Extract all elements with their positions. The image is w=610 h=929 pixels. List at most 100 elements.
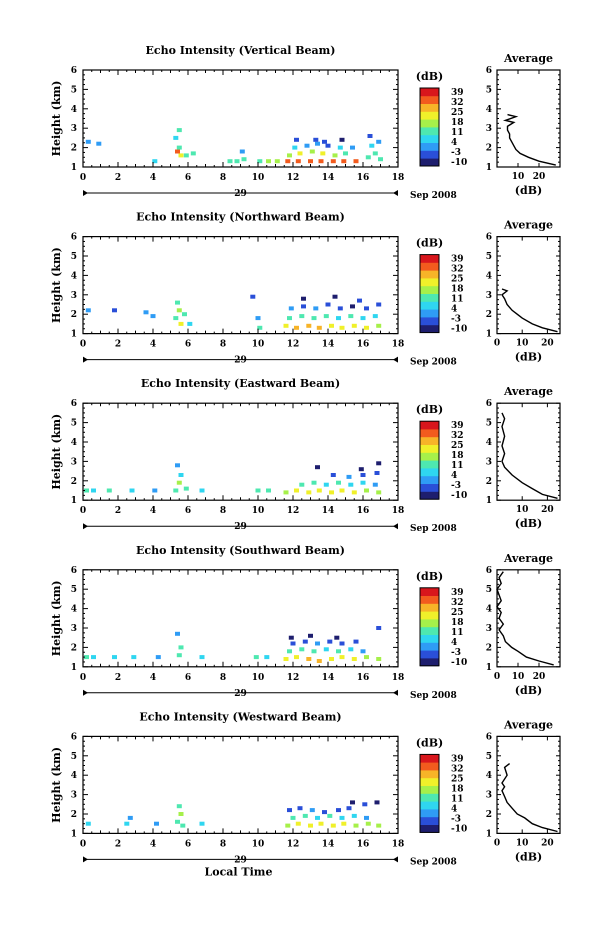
heatmap-cell — [176, 308, 182, 313]
x-tick-label: 18 — [392, 839, 405, 849]
y-tick-label: 4 — [71, 271, 77, 281]
heatmap-cell — [339, 655, 345, 660]
heatmap-cell — [316, 488, 322, 493]
x-tick-label: 4 — [150, 173, 156, 183]
heatmap-cell — [199, 655, 205, 660]
colorbar-segment — [420, 127, 439, 136]
heatmap-cell — [358, 467, 364, 472]
heatmap-cell — [318, 821, 324, 826]
x-tick-label: 4 — [150, 340, 156, 350]
average-profile-plot: Average 1 2 3 4 5 6 0 10 20 (dB) — [486, 718, 561, 863]
heatmap-cell — [283, 657, 289, 661]
x-tick-label: 4 — [150, 839, 156, 849]
heatmap-cell — [346, 474, 352, 479]
colorbar-segment — [420, 444, 439, 453]
colorbar-segment — [420, 262, 439, 271]
y-tick-label: 3 — [71, 791, 77, 801]
heatmap-cell — [322, 139, 327, 144]
heatmap-cell — [364, 306, 369, 311]
heatmap-cell — [346, 806, 352, 811]
average-y-tick-label: 6 — [486, 732, 492, 742]
heatmap-cell — [353, 823, 359, 828]
colorbar-tick-label: 25 — [451, 774, 464, 784]
y-tick-label: 6 — [71, 66, 77, 76]
heatmap-cell — [336, 808, 341, 813]
panel-title: Echo Intensity (Eastward Beam) — [141, 377, 340, 390]
colorbar-segment — [420, 595, 439, 604]
heatmap-cell — [152, 159, 158, 164]
colorbar-segment — [420, 452, 439, 461]
heatmap-cells — [84, 461, 382, 495]
heatmap-cell — [255, 488, 261, 493]
heatmap-cell — [360, 480, 366, 485]
average-y-tick-label: 2 — [486, 477, 492, 487]
x-tick-label: 12 — [287, 173, 300, 183]
heatmap-cell — [315, 815, 320, 820]
heatmap-cell — [332, 294, 338, 299]
x-tick-label: 2 — [115, 839, 121, 849]
heatmap-cell — [175, 300, 180, 305]
heatmap-cell — [334, 635, 340, 640]
heatmap-cell — [294, 655, 299, 660]
average-y-tick-label: 2 — [486, 643, 492, 653]
heatmap-cell — [176, 653, 182, 658]
heatmap-cell — [183, 486, 189, 491]
heatmap-cell — [154, 821, 159, 826]
x-tick-label: 16 — [357, 839, 370, 849]
heatmap-cell — [372, 482, 378, 487]
colorbar-segment — [420, 158, 439, 167]
heatmap-cell — [178, 645, 184, 650]
heatmap-cell — [173, 135, 179, 140]
heatmap-cell — [175, 149, 180, 154]
colorbar-segment — [420, 603, 439, 612]
average-x-label: (dB) — [515, 684, 542, 697]
heatmap-cell — [294, 325, 299, 330]
heatmap-cell — [255, 316, 261, 321]
x-tick-label: 16 — [357, 506, 370, 516]
colorbar-tick-label: -10 — [451, 824, 467, 834]
x-tick-label: 10 — [252, 173, 265, 183]
heatmap-cell — [190, 151, 196, 156]
heatmap-cell — [96, 141, 102, 146]
day-span-arrow-right — [393, 523, 398, 530]
y-axis-label: Height (km) — [50, 747, 63, 823]
heatmap-cell — [323, 482, 329, 487]
heatmap-cell — [351, 657, 357, 661]
heatmap-cell — [297, 151, 303, 156]
colorbar-tick-label: 32 — [451, 98, 464, 108]
x-tick-label: 12 — [287, 839, 300, 849]
colorbar-segment — [420, 88, 439, 97]
average-y-tick-label: 1 — [486, 663, 492, 673]
heatmap-cell — [339, 137, 345, 142]
average-frame — [496, 69, 561, 168]
heatmap-cell — [257, 159, 263, 164]
heatmap-cell — [294, 488, 299, 493]
x-tick-label: 8 — [220, 506, 226, 516]
x-tick-label: 16 — [357, 673, 370, 683]
heatmap-cell — [376, 323, 382, 328]
y-tick-label: 5 — [71, 419, 77, 429]
heatmap-cell — [364, 815, 369, 820]
heatmap-cell — [364, 325, 369, 330]
colorbar-tick-label: 39 — [451, 588, 464, 598]
colorbar-frame — [419, 87, 440, 167]
heatmap-cell — [176, 804, 182, 809]
colorbar-tick-label: 18 — [451, 784, 464, 794]
colorbar-tick-label: 11 — [451, 295, 464, 305]
average-title: Average — [503, 552, 553, 565]
heatmap-cell — [327, 813, 333, 818]
y-tick-label: 1 — [71, 330, 77, 340]
heatmap-cell — [308, 633, 313, 638]
colorbar-segment — [420, 762, 439, 771]
colorbar-tick-label: 25 — [451, 275, 464, 285]
heatmap-cell — [348, 647, 354, 652]
colorbar-tick-label: 32 — [451, 265, 464, 275]
x-tick-label: 14 — [322, 673, 335, 683]
heatmap-cell — [309, 149, 315, 154]
average-y-tick-label: 3 — [486, 124, 492, 134]
heatmap-cell — [320, 151, 326, 156]
colorbar-tick-label: 4 — [451, 138, 457, 148]
colorbar-segment — [420, 824, 439, 833]
heatmap-cell — [313, 137, 319, 142]
